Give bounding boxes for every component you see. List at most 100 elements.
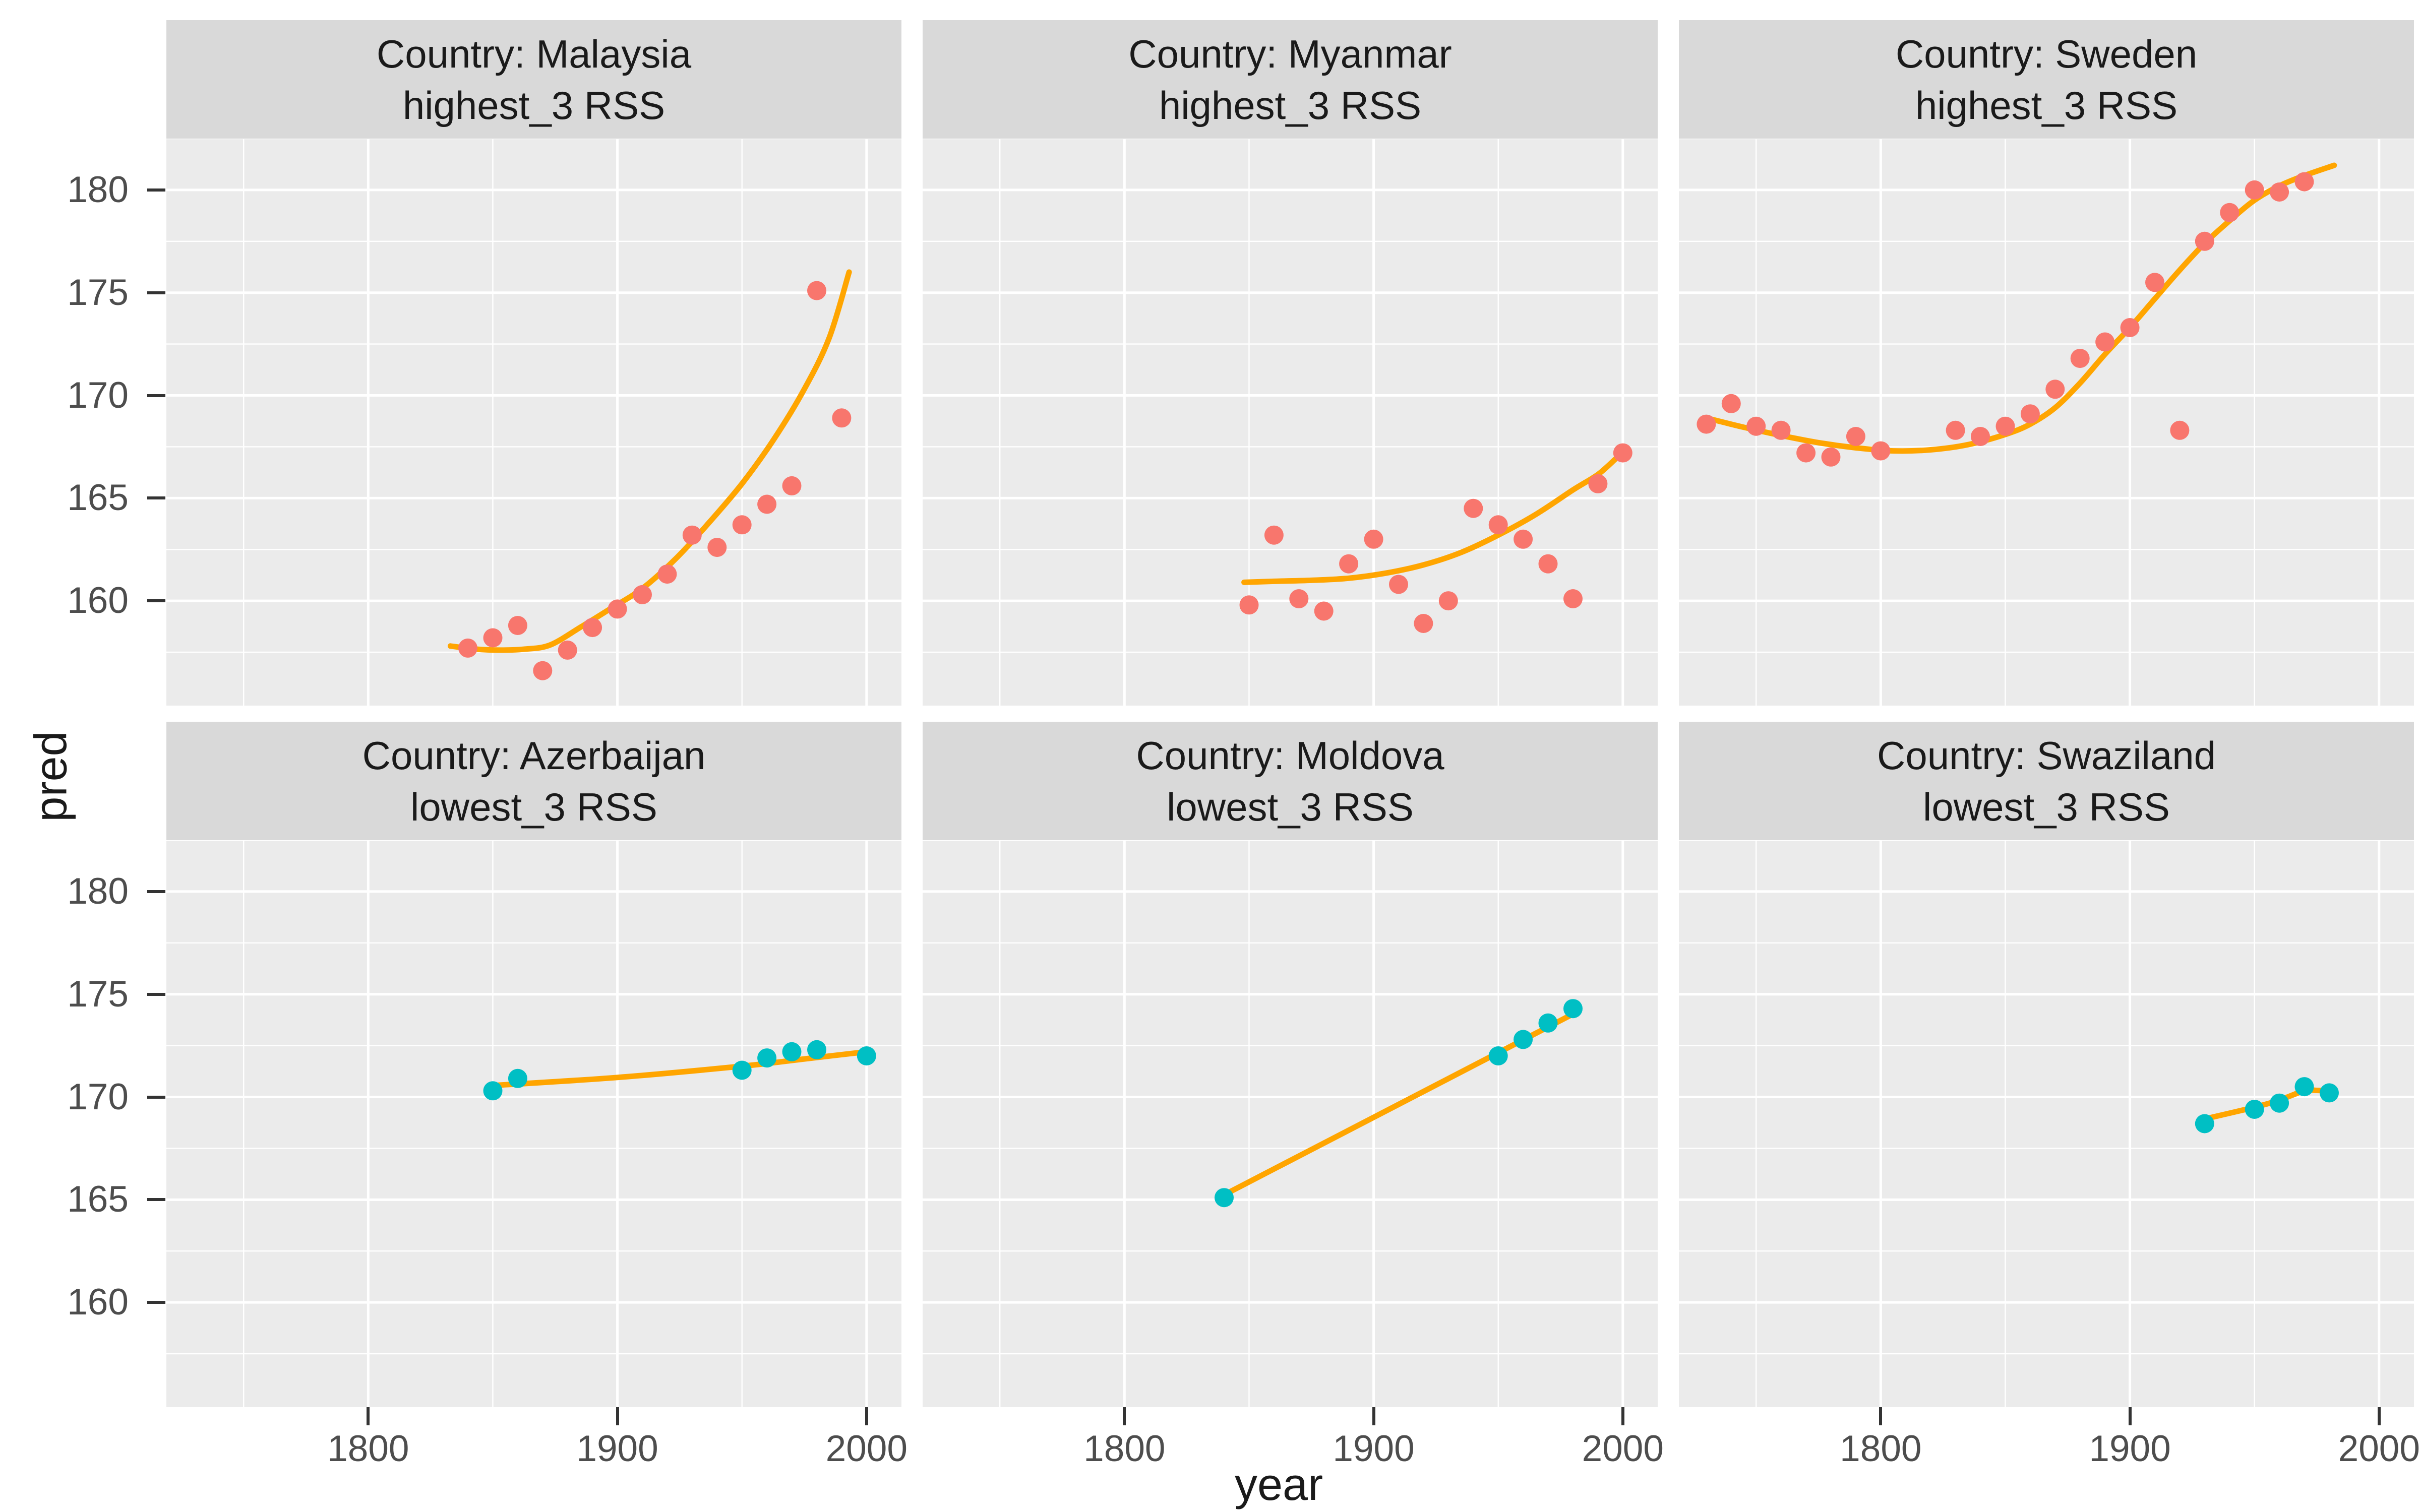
data-point (1871, 441, 1891, 461)
strip-title-line1: Country: Swaziland (1877, 733, 2216, 778)
x-tick-label: 1900 (1333, 1428, 1415, 1469)
facet-strip: Country: Moldova lowest_3 RSS (923, 722, 1658, 840)
y-tick-label: 170 (67, 1076, 129, 1117)
y-axis-title: pred (26, 730, 77, 822)
facet-strip: Country: Myanmar highest_3 RSS (923, 20, 1658, 139)
x-tick-mark (1879, 1407, 1883, 1425)
x-tick-mark (616, 1407, 619, 1425)
y-tick-mark (147, 394, 165, 397)
facet-azerbaijan: Country: Azerbaijan lowest_3 RSS (166, 722, 901, 1407)
smooth-line (2199, 1087, 2335, 1122)
data-point (2045, 380, 2065, 399)
data-point (2195, 1114, 2214, 1133)
y-tick-mark (147, 1301, 165, 1304)
data-point (2070, 349, 2090, 368)
y-tick-label: 165 (67, 1179, 129, 1220)
data-point (757, 1048, 777, 1068)
data-point (1514, 529, 1533, 549)
data-point (657, 564, 677, 584)
data-point (2270, 1093, 2289, 1113)
data-point (2270, 182, 2289, 202)
strip-title-line1: Country: Sweden (1895, 31, 2198, 76)
data-point (782, 476, 802, 495)
data-point (1488, 515, 1508, 535)
data-point (1364, 529, 1383, 549)
facet-strip: Country: Azerbaijan lowest_3 RSS (166, 722, 901, 840)
facet-sweden: Country: Sweden highest_3 RSS (1679, 20, 2414, 706)
facet-panel (1679, 840, 2414, 1407)
data-point (1721, 394, 1741, 413)
smooth-line (1224, 1010, 1579, 1196)
data-point (1389, 575, 1408, 594)
y-tick-mark (147, 599, 165, 603)
x-tick-mark (2377, 1407, 2381, 1425)
y-tick-label: 175 (67, 973, 129, 1015)
data-point (682, 525, 702, 545)
data-point (1697, 414, 1716, 434)
x-tick-mark (865, 1407, 868, 1425)
strip-title-line2: lowest_3 RSS (1167, 784, 1414, 829)
y-tick-mark (147, 188, 165, 192)
y-tick-mark (147, 890, 165, 893)
data-point (508, 616, 527, 635)
data-point (707, 538, 727, 557)
data-point (508, 1068, 527, 1088)
y-tick-mark (147, 291, 165, 294)
data-point (782, 1042, 802, 1061)
data-point (633, 585, 652, 604)
strip-title-line1: Country: Moldova (1136, 733, 1444, 778)
data-point (458, 638, 477, 658)
data-point (2120, 318, 2140, 337)
data-point (2145, 273, 2164, 292)
strip-title-line2: highest_3 RSS (1915, 83, 2178, 128)
y-tick-label: 165 (67, 477, 129, 519)
smooth-line (1241, 456, 1618, 585)
x-tick-mark (1621, 1407, 1624, 1425)
data-point (533, 661, 553, 680)
facet-panel (923, 139, 1658, 706)
facet-moldova: Country: Moldova lowest_3 RSS (923, 722, 1658, 1407)
x-tick-label: 1800 (327, 1428, 409, 1469)
data-point (483, 628, 503, 648)
data-point (2170, 420, 2190, 440)
x-tick-label: 1900 (576, 1428, 658, 1469)
facet-strip: Country: Swaziland lowest_3 RSS (1679, 722, 2414, 840)
data-point (807, 1040, 826, 1059)
data-point (2195, 231, 2214, 251)
data-point (832, 408, 852, 428)
data-point (1563, 589, 1583, 608)
strip-title-line2: lowest_3 RSS (410, 784, 657, 829)
data-point (1613, 443, 1632, 463)
strip-title-line1: Country: Malaysia (376, 31, 692, 76)
facet-malaysia: Country: Malaysia highest_3 RSS (166, 20, 901, 706)
facet-panel (166, 139, 901, 706)
y-tick-label: 170 (67, 374, 129, 416)
data-point (1438, 591, 1458, 611)
data-point (1971, 427, 1990, 446)
data-point (1946, 420, 1965, 440)
facet-myanmar: Country: Myanmar highest_3 RSS (923, 20, 1658, 706)
data-point (1746, 416, 1766, 436)
data-point (2220, 203, 2240, 222)
x-tick-mark (367, 1407, 370, 1425)
data-point (1563, 999, 1583, 1019)
y-tick-mark (147, 1198, 165, 1202)
facet-panel (923, 840, 1658, 1407)
data-point (1414, 614, 1433, 633)
data-point (583, 618, 602, 638)
data-point (1264, 525, 1284, 545)
strip-title-line2: highest_3 RSS (1159, 83, 1422, 128)
data-point (1796, 443, 1816, 463)
data-point (1314, 601, 1334, 621)
x-tick-mark (1123, 1407, 1126, 1425)
y-tick-label: 160 (67, 1282, 129, 1323)
data-point (1289, 589, 1309, 608)
y-tick-mark (147, 992, 165, 996)
data-point (1821, 447, 1841, 467)
y-tick-label: 180 (67, 870, 129, 912)
x-tick-label: 2000 (2338, 1428, 2420, 1469)
data-point (732, 1060, 752, 1080)
strip-title-line1: Country: Myanmar (1128, 31, 1452, 76)
data-point (2245, 180, 2264, 200)
